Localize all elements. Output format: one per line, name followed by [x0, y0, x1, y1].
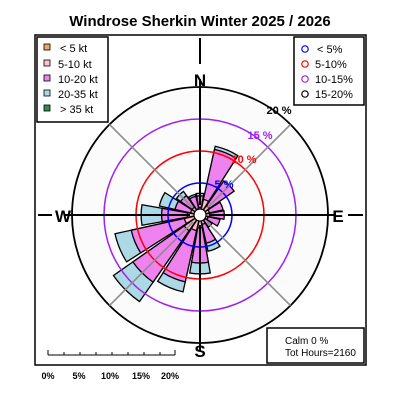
speed-label-20-35: 20-35 kt: [58, 89, 98, 101]
diag-spoke-45: [206, 123, 292, 209]
speed-swatch-gt35: [43, 104, 51, 112]
speed-label-10-20: 10-20 kt: [58, 74, 98, 86]
petal-nne-bin-2: [199, 148, 238, 216]
ring-swatch-5-10: [301, 60, 309, 68]
speed-swatch-10-20: [43, 74, 51, 82]
calm-circle: [193, 208, 207, 222]
speed-legend: < 5 kt 5-10 kt 10-20 kt 20-35 kt > 35 kt: [36, 36, 109, 123]
info-box-frame: [266, 327, 365, 364]
ring-swatch-lt5: [301, 45, 309, 53]
ring-label-legend-10-15: 10-15%: [315, 74, 353, 86]
speed-swatch-5-10: [43, 59, 51, 67]
rose-rings: [38, 38, 363, 351]
ring-swatch-15-20: [301, 90, 309, 98]
scale-label-0: 0%: [41, 371, 54, 381]
scale-label-20: 20%: [161, 371, 179, 381]
scale-label-10: 10%: [101, 371, 119, 381]
plot-frame: [34, 34, 367, 366]
petal-wsw-bin-2: [130, 214, 201, 254]
ring-label-legend-lt5: < 5%: [317, 44, 343, 56]
calm-text: Calm 0 %: [285, 336, 328, 347]
petal-ssw-bin-2: [162, 214, 201, 283]
speed-label-lt5: < 5 kt: [60, 43, 87, 55]
diag-spoke-225: [108, 221, 194, 307]
cardinal-south: S: [194, 342, 205, 361]
ring-legend-box: [293, 36, 365, 106]
speed-label-gt35: > 35 kt: [60, 104, 93, 116]
ring-label-20: 20 %: [266, 105, 291, 117]
ring-label-10: 10 %: [231, 154, 256, 166]
scale-label-5: 5%: [72, 371, 85, 381]
ring-legend: < 5% 5-10% 10-15% 15-20%: [293, 36, 365, 106]
speed-swatch-lt5: [43, 43, 51, 51]
total-hours-text: Tot Hours=2160: [285, 348, 356, 359]
diag-spoke-135: [206, 221, 292, 307]
scale-label-15: 15%: [132, 371, 150, 381]
chart-title: Windrose Sherkin Winter 2025 / 2026: [69, 13, 331, 30]
cardinal-west: W: [55, 207, 72, 226]
info-box: Calm 0 % Tot Hours=2160: [266, 327, 365, 364]
diag-spoke-315: [108, 123, 194, 209]
scale-bar: [47, 350, 176, 356]
ring-label-legend-15-20: 15-20%: [315, 89, 353, 101]
speed-swatch-20-35: [43, 89, 51, 97]
ring-swatch-10-15: [301, 75, 309, 83]
cardinal-east: E: [332, 207, 343, 226]
cardinal-north: N: [194, 71, 206, 90]
ring-label-legend-5-10: 5-10%: [315, 59, 347, 71]
ring-label-15: 15 %: [247, 130, 272, 142]
ring-label-5: 5 %: [215, 179, 234, 191]
speed-label-5-10: 5-10 kt: [58, 59, 92, 71]
